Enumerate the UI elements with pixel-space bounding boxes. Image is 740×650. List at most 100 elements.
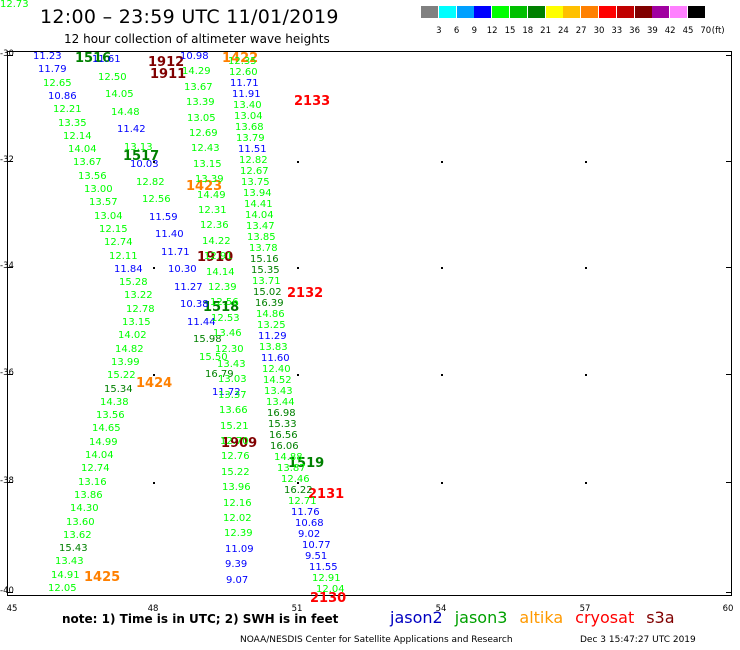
swh-value: 12.31 [198,205,227,216]
grid-dot [297,267,299,269]
color-scale-label: 15 [504,26,516,36]
pass-label: 1423 [186,179,223,194]
color-scale-label: 12 [486,26,498,36]
swh-value: 10.86 [48,91,77,102]
pass-label: 1911 [150,67,187,82]
pass-label: 1422 [222,51,259,66]
pass-label: 1518 [203,300,240,315]
swh-value: 13.67 [73,157,102,168]
pass-label: 1425 [84,570,121,585]
swh-value: 16.06 [270,441,299,452]
longitude-label: 60 [722,604,734,614]
swh-value: 13.43 [55,556,84,567]
color-scale-label: 42 [664,26,676,36]
color-swatch [563,6,581,18]
swh-value: 15.21 [220,421,249,432]
swh-value: 12.36 [200,220,229,231]
swh-value: 13.86 [74,490,103,501]
mission-legend: jason2 jason3 altika cryosat s3a [390,608,687,627]
swh-value: 12.30 [215,344,244,355]
swh-value: 12.05 [48,583,77,594]
swh-value: 12.56 [210,297,239,308]
swh-value: 13.03 [218,374,247,385]
swh-value: 15.34 [104,384,133,395]
swh-value: 12.82 [239,155,268,166]
swh-value: 12.65 [43,78,72,89]
latitude-tick [7,55,13,56]
color-scale-label: 27 [575,26,587,36]
latitude-tick [7,592,13,593]
grid-dot [441,482,443,484]
latitude-tick [7,161,13,162]
grid-dot [441,267,443,269]
swh-value: 12.82 [136,177,165,188]
swh-value: 13.15 [193,159,222,170]
swh-value: 12.71 [288,496,317,507]
swh-value: 15.22 [221,467,250,478]
swh-value: 12.02 [223,513,252,524]
color-swatch [456,6,474,18]
swh-value: 12.67 [240,166,269,177]
color-scale-label: 39 [646,26,658,36]
swh-value: 13.39 [186,97,215,108]
swh-value: 15.35 [251,265,280,276]
swh-value: 13.94 [243,188,272,199]
swh-value: 11.71 [230,78,259,89]
swh-value: 13.62 [63,530,92,541]
swh-value: 12.74 [81,463,110,474]
swh-value: 10.38 [180,299,209,310]
swh-value: 14.65 [92,423,121,434]
swh-value: 11.60 [261,353,290,364]
color-swatch [545,6,563,18]
color-scale-unit: (ft) [711,26,725,36]
swh-value: 16.39 [255,298,284,309]
swh-value: 14.05 [105,89,134,100]
swh-value: 13.47 [246,221,275,232]
swh-value: 11.76 [291,507,320,518]
longitude-label: 48 [147,604,159,614]
grid-dot [585,374,587,376]
swh-value: 14.14 [206,267,235,278]
swh-value: 14.22 [202,236,231,247]
swh-value: 14.29 [182,66,211,77]
color-swatch [634,6,652,18]
swh-value: 12.43 [191,143,220,154]
footer-note: note: 1) Time is in UTC; 2) SWH is in fe… [62,612,339,626]
pass-label: 2131 [308,487,345,502]
swh-value: 12.14 [63,131,92,142]
pass-label: 1519 [288,456,325,471]
latitude-label: -36 [0,368,14,378]
swh-value: 13.56 [78,171,107,182]
swh-value: 13.75 [241,177,270,188]
swh-value: 13.40 [233,100,262,111]
swh-value: 15.02 [253,287,282,298]
color-swatch [474,6,492,18]
swh-value: 11.09 [225,544,254,555]
swh-value: 13.22 [124,290,153,301]
swh-value: 11.55 [309,562,338,573]
color-scale-label: 45 [682,26,694,36]
pass-label: 1909 [221,436,258,451]
swh-value: 11.51 [238,144,267,155]
swh-value: 11.84 [114,264,143,275]
color-scale-label: 24 [557,26,569,36]
swh-value: 12.39 [208,282,237,293]
pass-label: 1517 [123,149,160,164]
swh-value: 12.04 [316,584,345,595]
swh-value: 13.43 [217,359,246,370]
swh-value: 13.99 [111,357,140,368]
color-swatch [652,6,670,18]
grid-dot [297,482,299,484]
swh-value: 10.68 [295,518,324,529]
swh-value: 13.37 [218,390,247,401]
swh-value: 14.99 [89,437,118,448]
swh-value: 14.04 [68,144,97,155]
color-scale-label: 33 [611,26,623,36]
swh-value: 14.49 [197,190,226,201]
grid-dot [585,267,587,269]
swh-value: 12.56 [142,194,171,205]
swh-value: 14.38 [100,397,129,408]
grid-dot [585,161,587,163]
swh-value: 13.83 [259,342,288,353]
latitude-tick [7,482,13,483]
